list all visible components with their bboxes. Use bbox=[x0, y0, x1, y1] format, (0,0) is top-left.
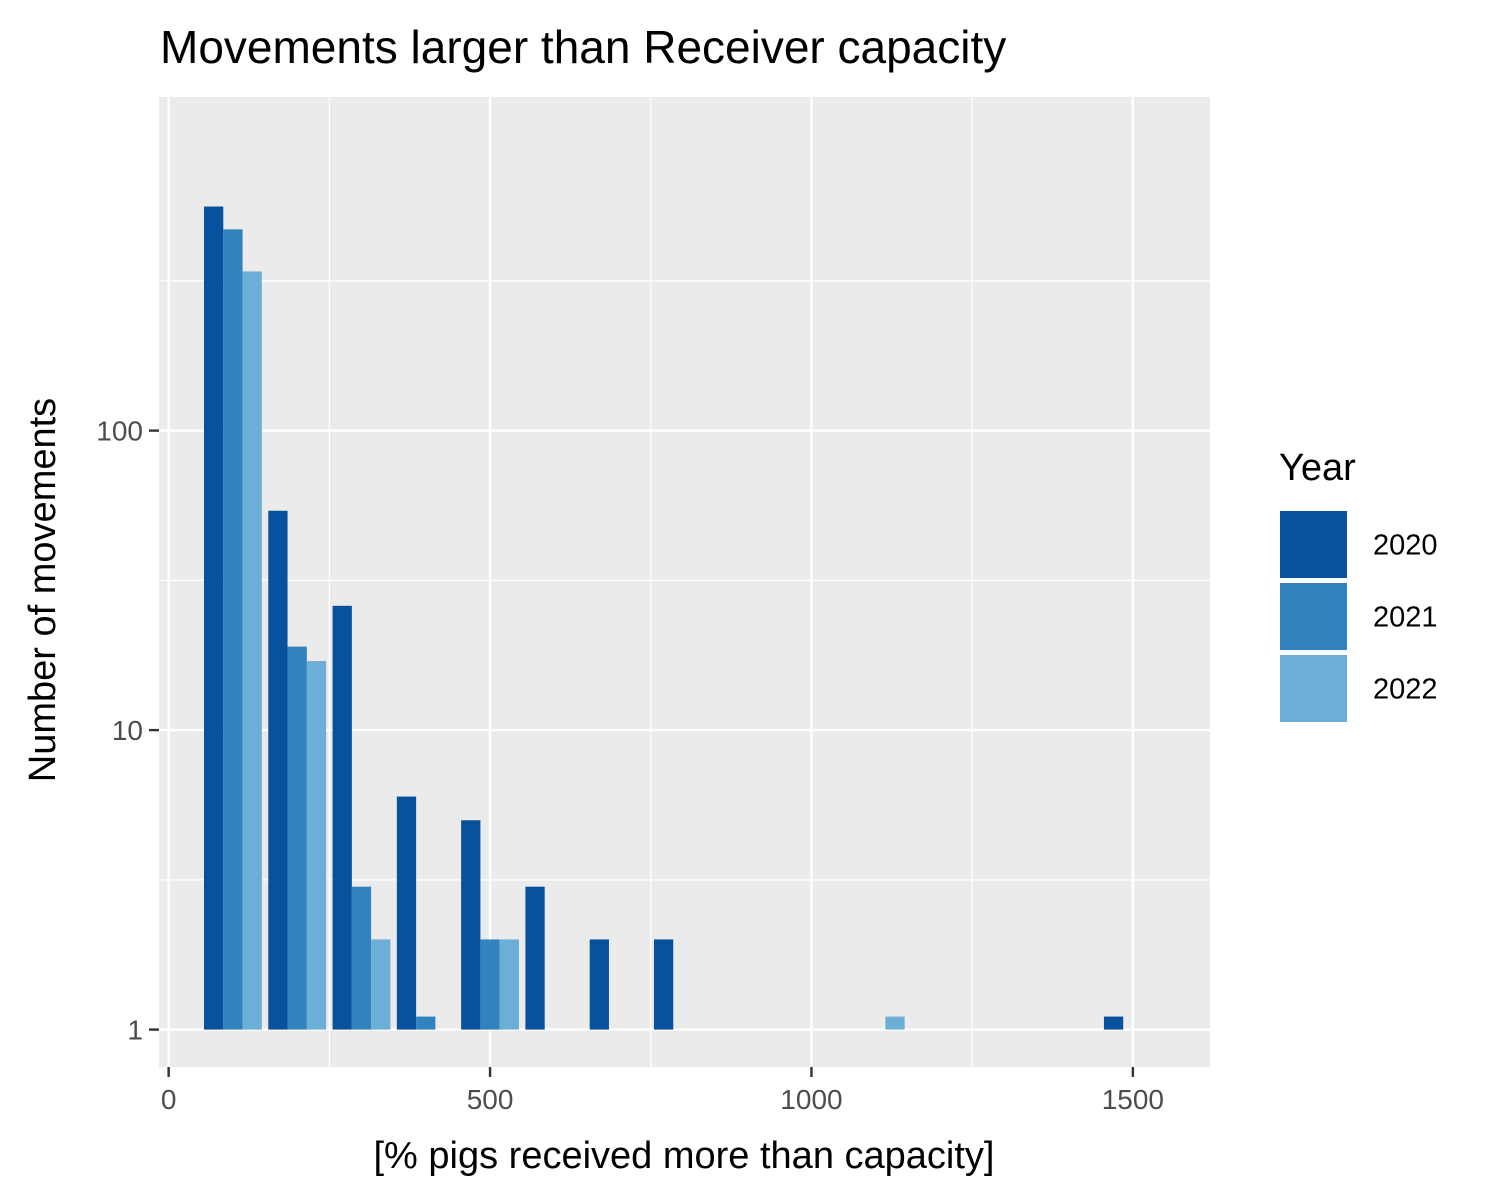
y-tick-label: 100 bbox=[96, 416, 143, 447]
bar-2021 bbox=[287, 646, 307, 1030]
legend: Year 2020 2021 2022 bbox=[1278, 447, 1438, 724]
bar-2020 bbox=[268, 510, 288, 1030]
x-tick-label: 1000 bbox=[780, 1084, 842, 1115]
legend-key-2021 bbox=[1278, 581, 1349, 652]
x-tick-label: 500 bbox=[467, 1084, 514, 1115]
bar-2020 bbox=[396, 796, 417, 1030]
legend-label-2021: 2021 bbox=[1373, 602, 1438, 634]
x-axis: 0 500 1000 1500 bbox=[161, 1067, 1164, 1115]
bars bbox=[203, 206, 1124, 1030]
bar-2021 bbox=[223, 229, 243, 1030]
bar-2020 bbox=[525, 886, 545, 1030]
x-tick-label: 1500 bbox=[1102, 1084, 1164, 1115]
bar-2022 bbox=[306, 661, 327, 1030]
y-tick-label: 10 bbox=[112, 715, 143, 746]
legend-key-2022 bbox=[1278, 653, 1349, 724]
bar-2022 bbox=[499, 939, 519, 1030]
bar-2020 bbox=[589, 939, 609, 1030]
bar-2020 bbox=[203, 206, 224, 1030]
bar-2021 bbox=[351, 886, 372, 1030]
legend-label-2020: 2020 bbox=[1373, 530, 1438, 562]
bar-2020 bbox=[332, 605, 352, 1030]
bar-2022 bbox=[885, 1016, 905, 1030]
y-axis: 1 10 100 bbox=[96, 416, 159, 1046]
bar-2020 bbox=[653, 939, 674, 1030]
chart-title: Movements larger than Receiver capacity bbox=[160, 21, 1006, 73]
bar-2022 bbox=[242, 271, 262, 1030]
x-tick-label: 0 bbox=[161, 1084, 177, 1115]
bar-2021 bbox=[480, 939, 500, 1030]
legend-key-2020 bbox=[1278, 509, 1349, 580]
y-axis-title: Number of movements bbox=[22, 398, 64, 782]
bar-2020 bbox=[1103, 1016, 1124, 1030]
legend-title: Year bbox=[1279, 447, 1356, 489]
x-axis-title: [% pigs received more than capacity] bbox=[374, 1135, 995, 1177]
major-gridlines bbox=[159, 97, 1210, 1067]
legend-items: 2020 2021 2022 bbox=[1278, 509, 1438, 724]
legend-label-2022: 2022 bbox=[1373, 674, 1438, 706]
bar-2020 bbox=[461, 820, 481, 1030]
y-tick-label: 1 bbox=[127, 1015, 143, 1046]
bar-2021 bbox=[416, 1016, 436, 1030]
bar-2022 bbox=[371, 939, 391, 1030]
